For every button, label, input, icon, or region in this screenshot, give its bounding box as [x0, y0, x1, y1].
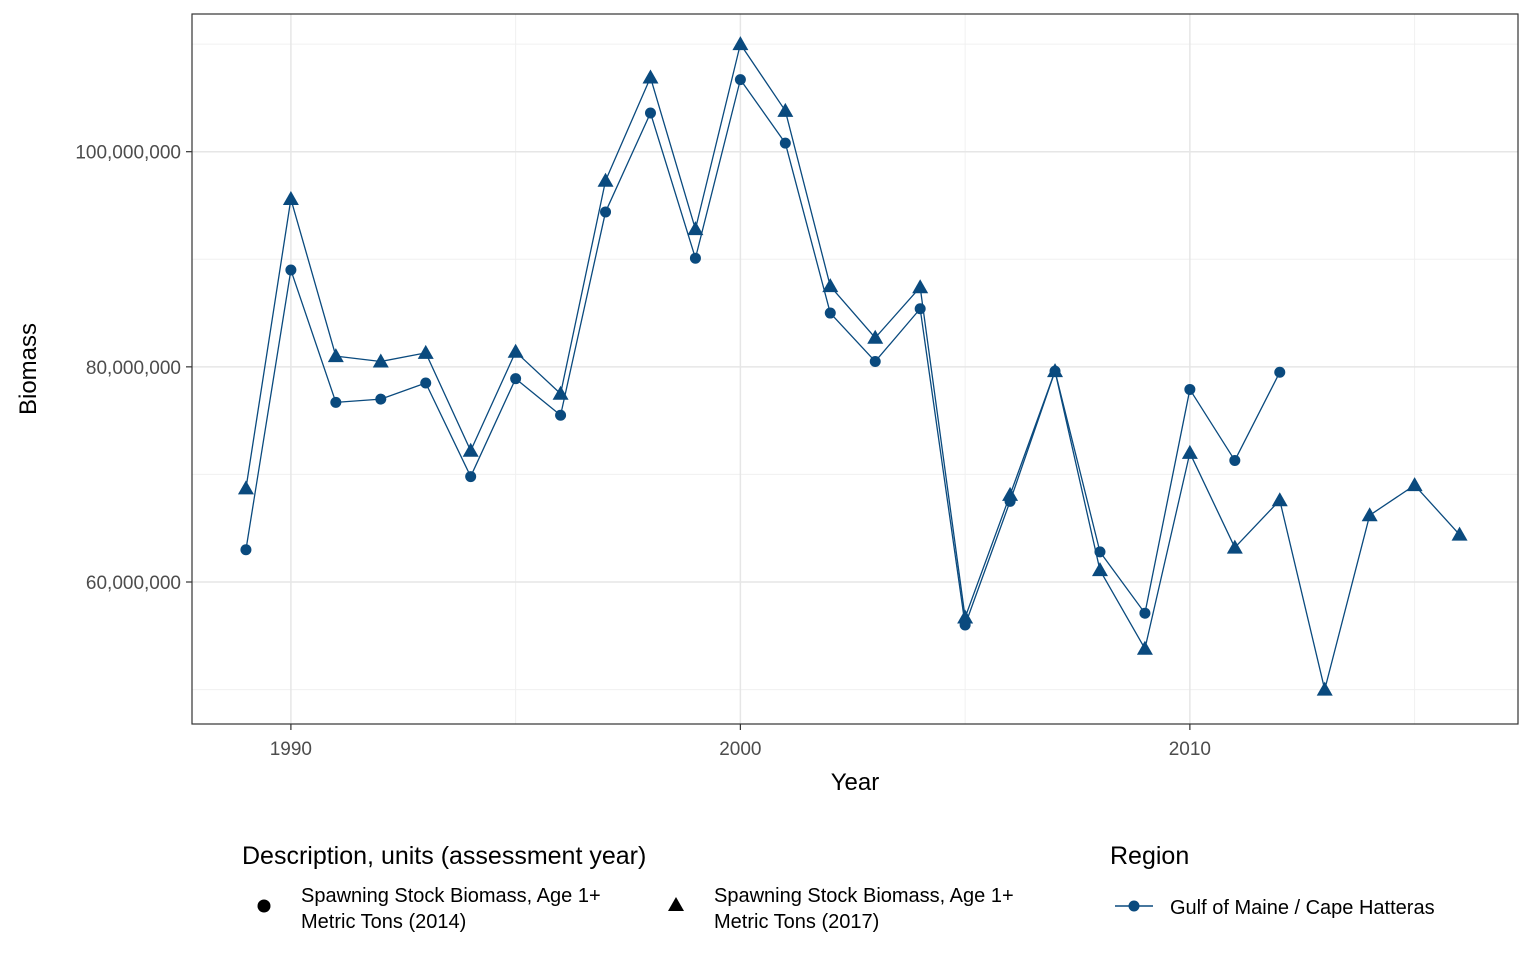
point-2017 — [642, 69, 659, 84]
point-2017 — [1136, 640, 1153, 655]
point-2017 — [597, 172, 614, 187]
point-2017 — [282, 191, 299, 206]
point-2017 — [462, 442, 479, 457]
point-2017 — [1226, 539, 1243, 554]
minor-gridlines — [192, 14, 1518, 724]
point-2014 — [869, 355, 881, 367]
point-2014 — [824, 307, 836, 319]
x-tick-label: 2010 — [1169, 739, 1211, 760]
series-line-2017 — [245, 43, 1461, 691]
point-2017 — [912, 279, 929, 294]
x-axis-title: Year — [831, 769, 880, 796]
point-2014 — [285, 264, 297, 276]
series-line-2014 — [245, 78, 1281, 626]
point-2014 — [420, 377, 432, 389]
x-tick-label: 2000 — [719, 739, 761, 760]
legend-region-marker — [1128, 900, 1140, 912]
point-2017 — [1047, 363, 1064, 378]
point-2017 — [822, 278, 839, 293]
point-2014 — [555, 409, 567, 421]
x-axis-ticks: 1990 2000 2010 — [270, 724, 1211, 760]
y-tick-label: 60,000,000 — [86, 573, 181, 594]
point-2014 — [689, 252, 701, 264]
legend-region: Region Gulf of Maine / Cape Hatteras — [1110, 842, 1435, 919]
point-2014 — [734, 74, 746, 86]
point-2017 — [1316, 681, 1333, 696]
point-2017 — [507, 343, 524, 358]
point-2014 — [330, 396, 342, 408]
point-2014 — [375, 393, 387, 405]
point-2017 — [1181, 444, 1198, 459]
legend-triangle-marker — [668, 897, 684, 911]
legend-region-label: Gulf of Maine / Cape Hatteras — [1170, 897, 1435, 919]
point-2017 — [1451, 526, 1468, 541]
point-2017 — [957, 609, 974, 624]
point-2017 — [237, 480, 254, 495]
plot-border — [191, 13, 1519, 725]
point-2014 — [1274, 366, 1286, 378]
point-2017 — [372, 353, 389, 368]
y-axis-ticks: 60,000,000 80,000,000 100,000,000 — [75, 143, 192, 594]
series-points — [237, 36, 1468, 696]
point-2017 — [1091, 562, 1108, 577]
x-tick-label: 1990 — [270, 739, 312, 760]
legend-entry-2014-line1: Spawning Stock Biomass, Age 1+ — [301, 885, 601, 907]
point-2017 — [867, 329, 884, 344]
point-2014 — [779, 137, 791, 149]
legend-region-title: Region — [1110, 842, 1189, 870]
point-2017 — [417, 344, 434, 359]
legend-entry-2017-line1: Spawning Stock Biomass, Age 1+ — [714, 885, 1014, 907]
point-2014 — [1094, 546, 1106, 558]
y-tick-label: 80,000,000 — [86, 358, 181, 379]
point-2017 — [552, 385, 569, 400]
legend-description-title: Description, units (assessment year) — [242, 842, 646, 870]
point-2017 — [1002, 486, 1019, 501]
point-2017 — [1406, 477, 1423, 492]
point-2014 — [465, 471, 477, 483]
point-2014 — [510, 373, 522, 385]
point-2017 — [687, 221, 704, 236]
series-lines — [245, 43, 1461, 691]
y-axis-title: Biomass — [15, 323, 42, 415]
major-gridlines — [192, 14, 1518, 724]
point-2014 — [1139, 607, 1151, 619]
point-2017 — [777, 102, 794, 117]
legend-description: Description, units (assessment year) Spa… — [242, 842, 1014, 933]
legend-entry-2014-line2: Metric Tons (2014) — [301, 911, 466, 933]
point-2014 — [600, 206, 612, 218]
plot-panel — [192, 14, 1518, 724]
point-2017 — [1361, 507, 1378, 522]
point-2014 — [240, 544, 252, 556]
y-tick-label: 100,000,000 — [75, 143, 181, 164]
point-2014 — [1184, 383, 1196, 395]
legend-entry-2017-line2: Metric Tons (2017) — [714, 911, 879, 933]
point-2014 — [1229, 454, 1241, 466]
legend-circle-marker — [257, 899, 271, 913]
point-2017 — [327, 348, 344, 363]
point-2017 — [1271, 492, 1288, 507]
point-2014 — [644, 107, 656, 119]
point-2017 — [732, 36, 749, 51]
point-2014 — [914, 303, 926, 315]
